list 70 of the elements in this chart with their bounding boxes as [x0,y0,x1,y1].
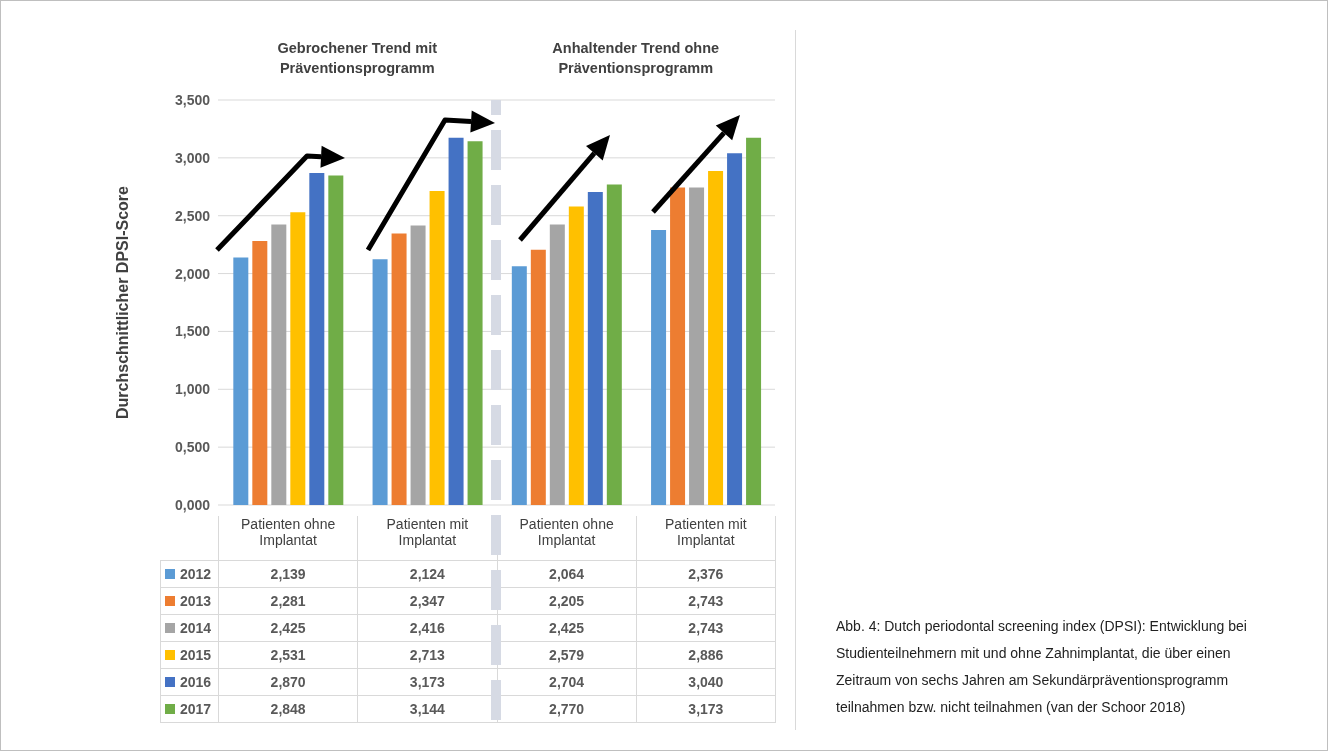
bar [309,172,325,505]
data-label: 2,425 [218,614,358,641]
data-label: 3,173 [636,695,776,722]
data-label: 2,281 [218,587,358,614]
caption: Abb. 4: Dutch periodontal screening index (DPSI): Entwicklung bei Studienteilnehmern mit und ohne Zahnimplantat, die über einen Zeitraum von sechs Jahren am Sekundärpräventionsprogramm teilnahmen bzw. nicht teilnahmen (van der Schoor 2018) [836,617,1248,717]
legend-label: 2016 [160,668,219,695]
data-label: 2,376 [636,560,776,587]
bar [651,230,667,505]
y-tick-label: 1,500 [174,323,211,340]
data-label: 2,425 [497,614,637,641]
bar [708,171,724,505]
bar [467,141,483,505]
data-label: 3,144 [357,695,497,722]
bar [530,249,546,505]
y-tick-label: 1,000 [174,381,211,398]
data-label: 2,870 [218,668,358,695]
data-label: 2,531 [218,641,358,668]
x-tick-label: Patienten ohne Implantat [497,516,637,560]
bar [252,241,268,505]
y-tick-label: 0,000 [174,496,211,513]
data-label: 2,743 [636,614,776,641]
bar [448,137,464,505]
data-label: 2,124 [357,560,497,587]
data-label: 2,064 [497,560,637,587]
bar [587,192,603,505]
data-label: 2,416 [357,614,497,641]
x-tick-label: Patienten mit Implantat [636,516,776,560]
data-label: 2,579 [497,641,637,668]
x-tick-label: Patienten mit Implantat [357,516,497,560]
y-axis-title: Durchschnittlicher DPSI-Score [113,185,131,419]
legend-label: 2014 [160,614,219,641]
bar [670,187,686,505]
data-label: 3,040 [636,668,776,695]
bar [549,224,565,505]
bar [271,224,287,505]
bar [372,259,388,505]
data-label: 2,848 [218,695,358,722]
legend-label: 2013 [160,587,219,614]
bar [328,175,344,505]
data-label: 2,886 [636,641,776,668]
bar [568,206,584,505]
y-tick-label: 3,500 [174,91,211,108]
data-label: 3,173 [357,668,497,695]
text: Anhaltender Trend ohne Präventionsprogramm [551,39,721,78]
data-label: 2,743 [636,587,776,614]
data-label: 2,347 [357,587,497,614]
data-label: 2,704 [497,668,637,695]
bar [606,184,622,505]
bar [511,266,527,505]
y-tick-label: 2,000 [174,265,211,282]
data-label: 2,713 [357,641,497,668]
bar [746,137,762,505]
legend-label: 2012 [160,560,219,587]
data-label: 2,139 [218,560,358,587]
bar [290,212,306,505]
bar [429,191,445,505]
bar [233,257,249,505]
text: Gebrochener Trend mit Präventionsprogramm [276,39,438,78]
data-label: 2,205 [497,587,637,614]
bar [410,225,426,505]
legend-label: 2015 [160,641,219,668]
y-tick-label: 3,000 [174,149,211,166]
legend-label: 2017 [160,695,219,722]
y-tick-label: 2,500 [174,207,211,224]
y-tick-label: 0,500 [174,439,211,456]
bar [727,153,743,505]
bar [391,233,407,505]
x-tick-label: Patienten ohne Implantat [218,516,358,560]
bar [689,187,705,505]
data-label: 2,770 [497,695,637,722]
